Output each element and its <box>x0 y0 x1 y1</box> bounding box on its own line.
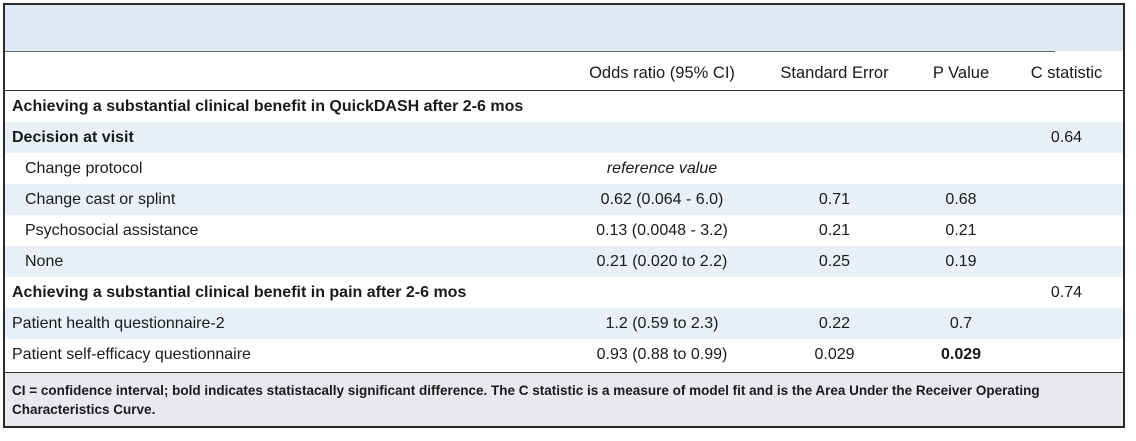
table-row: Patient self-efficacy questionnaire 0.93 … <box>5 339 1123 370</box>
table-row: Decision at visit 0.64 <box>5 122 1123 153</box>
c-statistic-cell <box>1010 184 1123 215</box>
p-value-cell <box>912 122 1010 153</box>
odds-ratio-cell: 0.93 (0.88 to 0.99) <box>596 345 728 363</box>
row-label: Change cast or splint <box>25 190 176 208</box>
p-value-cell: 0.19 <box>945 252 977 270</box>
standard-error-cell: 0.71 <box>818 190 851 208</box>
row-label: None <box>25 252 64 270</box>
column-header-standard-error: Standard Error <box>780 64 889 82</box>
footnote: CI = confidence interval; bold indicates… <box>5 372 1123 426</box>
p-value-cell: 0.68 <box>945 190 977 208</box>
c-statistic-cell <box>1010 91 1123 123</box>
column-header-c-statistic: C statistic <box>1030 64 1103 82</box>
c-statistic-cell: 0.64 <box>1050 128 1083 146</box>
table-row: Psychosocial assistance 0.13 (0.0048 - 3.… <box>5 215 1123 246</box>
row-label: Achieving a substantial clinical benefit… <box>12 283 467 301</box>
table-title-band <box>5 5 1123 51</box>
standard-error-cell <box>757 122 912 153</box>
standard-error-cell: 0.029 <box>814 345 855 363</box>
c-statistic-cell: 0.74 <box>1050 283 1083 301</box>
odds-ratio-cell: 0.13 (0.0048 - 3.2) <box>596 221 728 239</box>
p-value-cell <box>912 153 1010 184</box>
row-label: Change protocol <box>25 159 143 177</box>
row-label: Achieving a substantial clinical benefit… <box>12 97 524 115</box>
c-statistic-cell <box>1010 308 1123 339</box>
c-statistic-cell <box>1010 215 1123 246</box>
row-label: Patient self-efficacy questionnaire <box>12 345 251 363</box>
odds-ratio-cell <box>567 91 757 123</box>
standard-error-cell <box>757 277 912 308</box>
row-label: Decision at visit <box>12 128 134 146</box>
c-statistic-cell <box>1010 246 1123 277</box>
c-statistic-cell <box>1010 339 1123 370</box>
table-row: Achieving a substantial clinical benefit… <box>5 277 1123 308</box>
table-row: Change protocol reference value <box>5 153 1123 184</box>
standard-error-cell: 0.22 <box>818 314 851 332</box>
standard-error-cell: 0.25 <box>818 252 851 270</box>
column-header-p-value: P Value <box>932 64 990 82</box>
odds-ratio-cell <box>567 122 757 153</box>
odds-ratio-cell: 1.2 (0.59 to 2.3) <box>605 314 719 332</box>
table-frame: Odds ratio (95% CI) Standard Error P Val… <box>3 3 1125 428</box>
standard-error-cell <box>757 153 912 184</box>
table-row: None 0.21 (0.020 to 2.2) 0.25 0.19 <box>5 246 1123 277</box>
p-value-cell <box>912 277 1010 308</box>
header-row: Odds ratio (95% CI) Standard Error P Val… <box>5 57 1123 91</box>
title-divider <box>5 51 1055 52</box>
table-body: Achieving a substantial clinical benefit… <box>5 91 1123 371</box>
c-statistic-cell <box>1010 153 1123 184</box>
standard-error-cell: 0.21 <box>818 221 851 239</box>
results-table: Odds ratio (95% CI) Standard Error P Val… <box>5 57 1123 370</box>
table-row: Patient health questionnaire-2 1.2 (0.59 … <box>5 308 1123 339</box>
column-header-label <box>5 57 567 91</box>
column-header-odds-ratio: Odds ratio (95% CI) <box>589 64 735 82</box>
odds-ratio-cell: 0.21 (0.020 to 2.2) <box>596 252 728 270</box>
odds-ratio-cell: reference value <box>606 159 718 177</box>
odds-ratio-cell <box>567 277 757 308</box>
p-value-cell: 0.029 <box>940 345 982 363</box>
table-row: Achieving a substantial clinical benefit… <box>5 91 1123 123</box>
odds-ratio-cell: 0.62 (0.064 - 6.0) <box>600 190 724 208</box>
p-value-cell: 0.7 <box>949 314 973 332</box>
p-value-cell: 0.21 <box>945 221 977 239</box>
row-label: Psychosocial assistance <box>25 221 199 239</box>
p-value-cell <box>912 91 1010 123</box>
standard-error-cell <box>757 91 912 123</box>
row-label: Patient health questionnaire-2 <box>12 314 225 332</box>
table-row: Change cast or splint 0.62 (0.064 - 6.0) 0… <box>5 184 1123 215</box>
